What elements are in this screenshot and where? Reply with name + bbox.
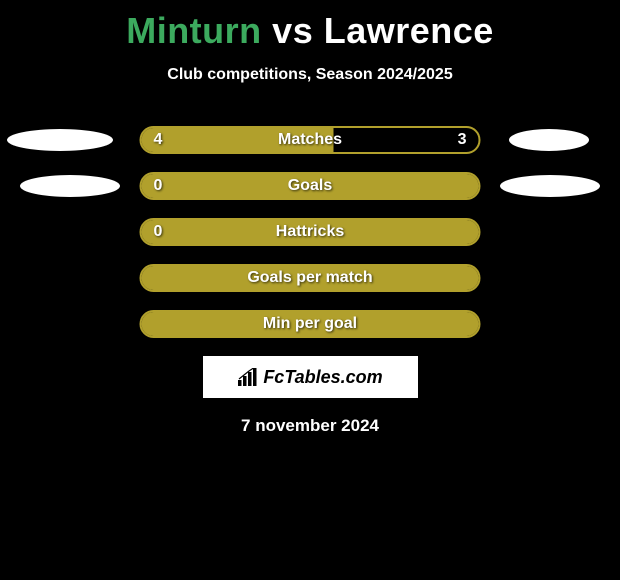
stat-row: Min per goal [0, 310, 620, 338]
logo-box: FcTables.com [203, 356, 418, 398]
right-ellipse [500, 175, 600, 197]
date-text: 7 november 2024 [0, 416, 620, 436]
stat-row: 4 Matches 3 [0, 126, 620, 154]
stat-label: Hattricks [276, 223, 344, 241]
stat-bar: 4 Matches 3 [140, 126, 481, 154]
subtitle: Club competitions, Season 2024/2025 [0, 66, 620, 84]
stat-label: Matches [278, 131, 342, 149]
left-ellipse [7, 129, 113, 151]
page-title: Minturn vs Lawrence [0, 0, 620, 52]
stat-left-value: 0 [154, 223, 163, 241]
stats-container: 4 Matches 3 0 Goals 0 Hattricks Goals per match… [0, 126, 620, 338]
left-ellipse [20, 175, 120, 197]
stat-right-value: 3 [458, 131, 467, 149]
stat-bar: Min per goal [140, 310, 481, 338]
stat-label: Goals per match [247, 269, 372, 287]
stat-label: Min per goal [263, 315, 357, 333]
stat-bar: Goals per match [140, 264, 481, 292]
chart-icon [237, 368, 259, 386]
right-ellipse [509, 129, 589, 151]
stat-left-value: 4 [154, 131, 163, 149]
stat-label: Goals [288, 177, 332, 195]
vs-text: vs [262, 10, 324, 51]
stat-row: Goals per match [0, 264, 620, 292]
logo-text: FcTables.com [263, 367, 382, 388]
stat-left-value: 0 [154, 177, 163, 195]
player2-name: Lawrence [324, 10, 494, 51]
stat-bar: 0 Hattricks [140, 218, 481, 246]
stat-row: 0 Goals [0, 172, 620, 200]
stat-bar: 0 Goals [140, 172, 481, 200]
player1-name: Minturn [126, 10, 261, 51]
stat-row: 0 Hattricks [0, 218, 620, 246]
